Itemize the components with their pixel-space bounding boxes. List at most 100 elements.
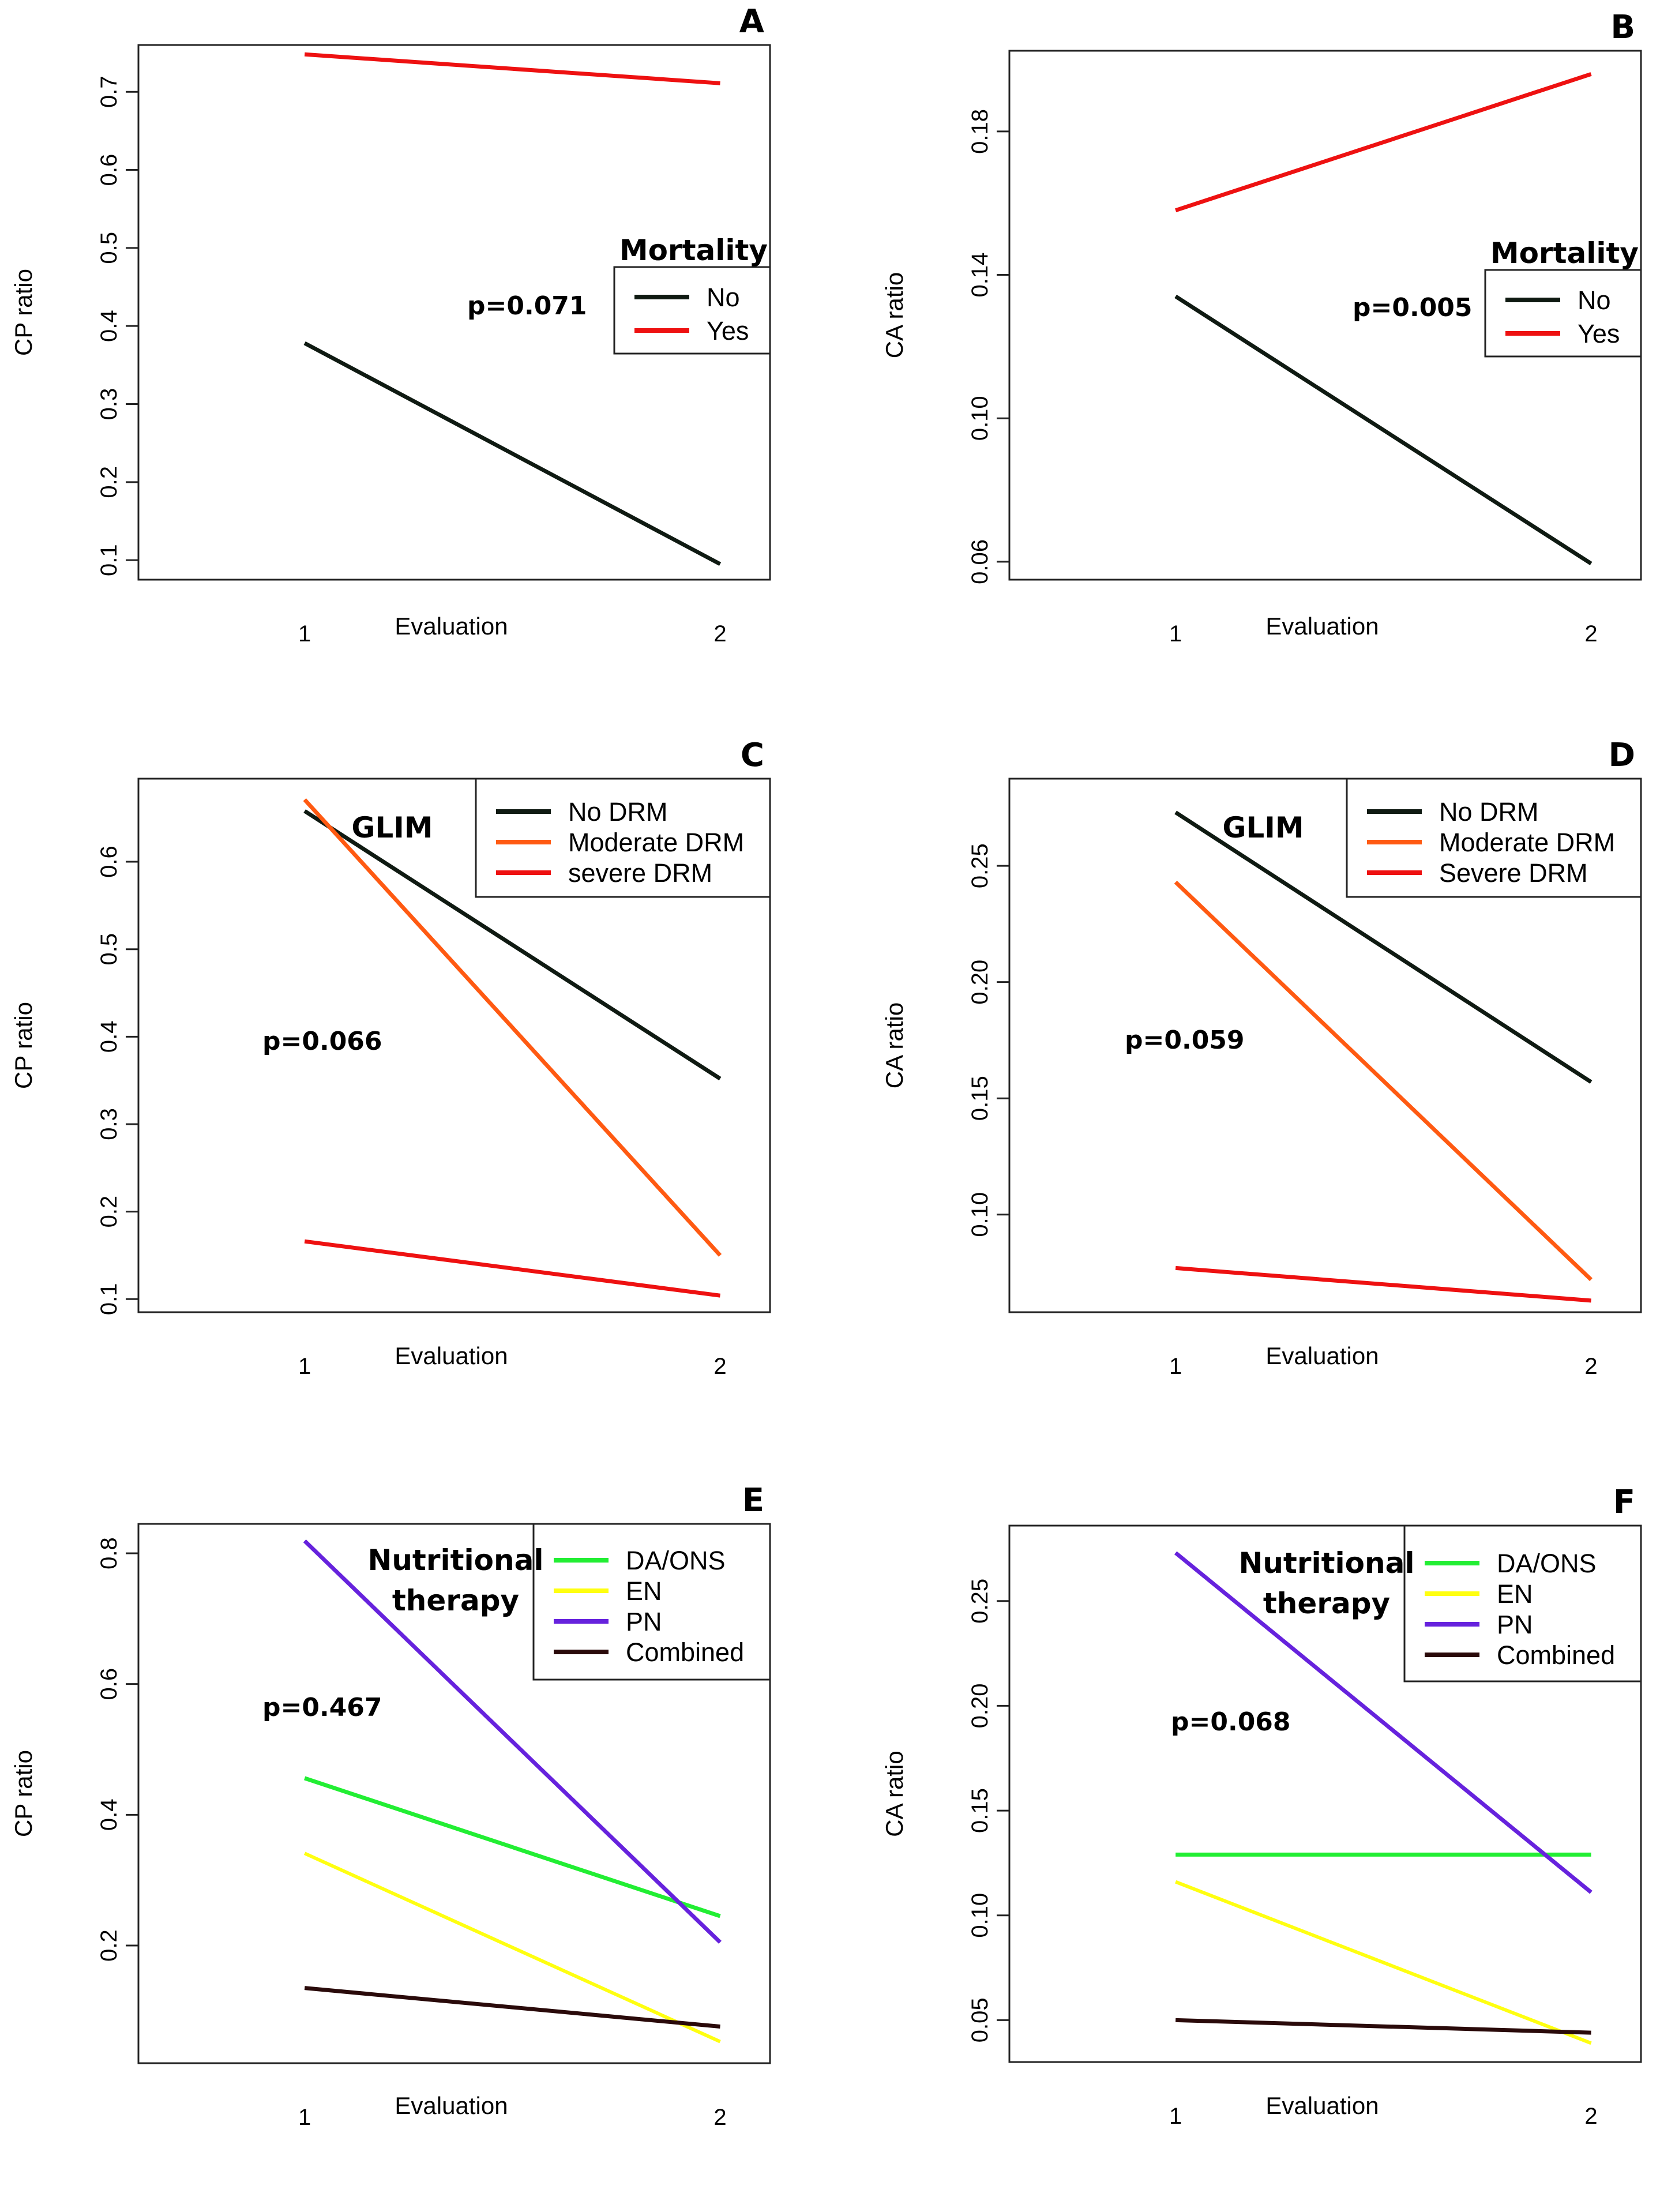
- y-tick-label: 0.18: [967, 109, 993, 154]
- y-tick-label: 0.25: [967, 1579, 993, 1624]
- legend-entry: DA/ONS: [1497, 1549, 1597, 1578]
- legend: No Yes: [613, 266, 771, 355]
- legend-box: [475, 778, 771, 898]
- legend-entry: PN: [1497, 1610, 1533, 1639]
- y-tick-label: 0.1: [96, 1283, 122, 1315]
- y-tick-label: 0.5: [96, 232, 122, 264]
- panel-letter: E: [742, 1482, 764, 1519]
- y-tick-label: 0.4: [96, 1799, 122, 1831]
- p-value-annotation: p=0.059: [1125, 1026, 1245, 1055]
- y-tick-label: 0.7: [96, 76, 122, 108]
- x-tick-label: 2: [1584, 1354, 1597, 1379]
- y-axis-title: CA ratio: [881, 1002, 908, 1088]
- series-line-moderate-drm: [303, 798, 722, 1257]
- series-line-severe-drm: [1175, 1265, 1591, 1303]
- y-tick-label: 0.6: [96, 1668, 122, 1700]
- x-axis-title: Evaluation: [395, 2092, 508, 2119]
- legend-entry: severe DRM: [568, 858, 712, 888]
- panel-letter: A: [739, 3, 765, 40]
- series-line-no-drm: [303, 809, 722, 1081]
- legend-entry: No DRM: [1439, 797, 1539, 827]
- plot-frame: [137, 778, 771, 1313]
- y-tick-label: 0.8: [96, 1537, 122, 1569]
- series-line-moderate-drm: [1174, 880, 1593, 1282]
- x-tick-label: 2: [713, 1354, 726, 1379]
- series-line-en: [303, 1852, 721, 2044]
- p-value-annotation: p=0.005: [1353, 293, 1473, 322]
- y-tick-label: 0.20: [967, 960, 993, 1005]
- panel-d: D 0.10 0.15 0.20 0.25 1 2 Evaluation CA ratio No …: [881, 737, 1642, 1379]
- y-axis-title: CP ratio: [10, 269, 37, 356]
- legend-entry: Combined: [1497, 1640, 1615, 1670]
- series-line-yes: [1175, 72, 1592, 212]
- plot-frame: [137, 1523, 771, 2064]
- panel-b: B 0.06 0.10 0.14 0.18 1 2 Evaluation CA ratio No Y…: [881, 9, 1642, 647]
- x-tick-label: 1: [298, 1354, 311, 1379]
- x-tick-label: 1: [298, 621, 311, 647]
- panel-f: F 0.05 0.10 0.15 0.20 0.25 1 2 Evaluation CA rati…: [881, 1484, 1642, 2129]
- y-axis-title: CA ratio: [881, 272, 908, 358]
- series-line-combined: [304, 1986, 720, 2029]
- series-line-pn: [303, 1539, 722, 1944]
- p-value-annotation: p=0.071: [467, 291, 587, 321]
- series-line-no-drm: [1174, 810, 1593, 1084]
- legend-entry: PN: [626, 1607, 662, 1636]
- legend-title: therapy: [392, 1584, 519, 1617]
- legend-box: [1484, 269, 1642, 358]
- legend-entry: DA/ONS: [626, 1546, 726, 1575]
- series-line-no: [1174, 294, 1593, 565]
- p-value-annotation: p=0.467: [262, 1693, 382, 1722]
- y-tick-label: 0.25: [967, 843, 993, 888]
- y-tick-label: 0.4: [96, 1021, 122, 1053]
- x-tick-label: 2: [713, 621, 726, 647]
- y-tick-label: 0.2: [96, 1929, 122, 1962]
- series-line-pn: [1174, 1551, 1593, 1894]
- legend-title: GLIM: [351, 811, 433, 844]
- y-tick-label: 0.14: [967, 253, 993, 298]
- y-tick-label: 0.10: [967, 1893, 993, 1938]
- x-tick-label: 2: [1584, 621, 1597, 647]
- legend-entry: Moderate DRM: [568, 828, 744, 857]
- x-tick-label: 1: [1169, 621, 1182, 647]
- legend-box: [613, 266, 771, 355]
- y-tick-label: 0.06: [967, 539, 993, 584]
- series-line-da-ons: [304, 1776, 721, 1918]
- legend-entry: Moderate DRM: [1439, 828, 1615, 857]
- y-tick-label: 0.10: [967, 1192, 993, 1237]
- y-tick-label: 0.20: [967, 1683, 993, 1728]
- legend: No Yes: [1484, 269, 1642, 358]
- y-axis-title: CP ratio: [10, 1750, 37, 1837]
- legend-entry: Yes: [1578, 319, 1620, 348]
- legend-entry: Yes: [707, 316, 749, 345]
- y-tick-label: 0.05: [967, 1997, 993, 2042]
- p-value-annotation: p=0.066: [262, 1027, 382, 1056]
- x-axis-title: Evaluation: [1265, 2092, 1379, 2119]
- panel-c: C 0.1 0.2 0.3 0.4 0.5 0.6 1 2 Evaluation CP ratio N…: [10, 737, 771, 1379]
- legend-box: [1346, 778, 1642, 898]
- legend-title: Mortality: [1490, 236, 1639, 270]
- x-tick-label: 2: [1584, 2104, 1597, 2129]
- series-line-no: [303, 341, 722, 566]
- y-axis-title: CP ratio: [10, 1002, 37, 1089]
- x-axis-title: Evaluation: [1265, 613, 1379, 640]
- y-tick-label: 0.4: [96, 310, 122, 342]
- y-tick-label: 0.2: [96, 466, 122, 498]
- x-tick-label: 1: [1169, 2104, 1182, 2129]
- p-value-annotation: p=0.068: [1171, 1707, 1291, 1737]
- y-tick-label: 0.5: [96, 933, 122, 966]
- y-tick-label: 0.6: [96, 154, 122, 186]
- y-tick-label: 0.15: [967, 1788, 993, 1833]
- y-tick-label: 0.15: [967, 1076, 993, 1121]
- legend-title: Nutritional: [1238, 1546, 1414, 1580]
- y-tick-label: 0.6: [96, 846, 122, 878]
- panel-letter: C: [741, 737, 764, 774]
- y-tick-label: 0.3: [96, 388, 122, 420]
- panel-letter: F: [1613, 1484, 1635, 1521]
- series-line-combined: [1175, 2018, 1591, 2035]
- series-line-severe-drm: [304, 1239, 721, 1298]
- y-tick-label: 0.1: [96, 544, 122, 576]
- panel-a: A 0.1 0.2 0.3 0.4 0.5 0.6 0.7 1 2 Evaluation CP rat…: [10, 3, 771, 647]
